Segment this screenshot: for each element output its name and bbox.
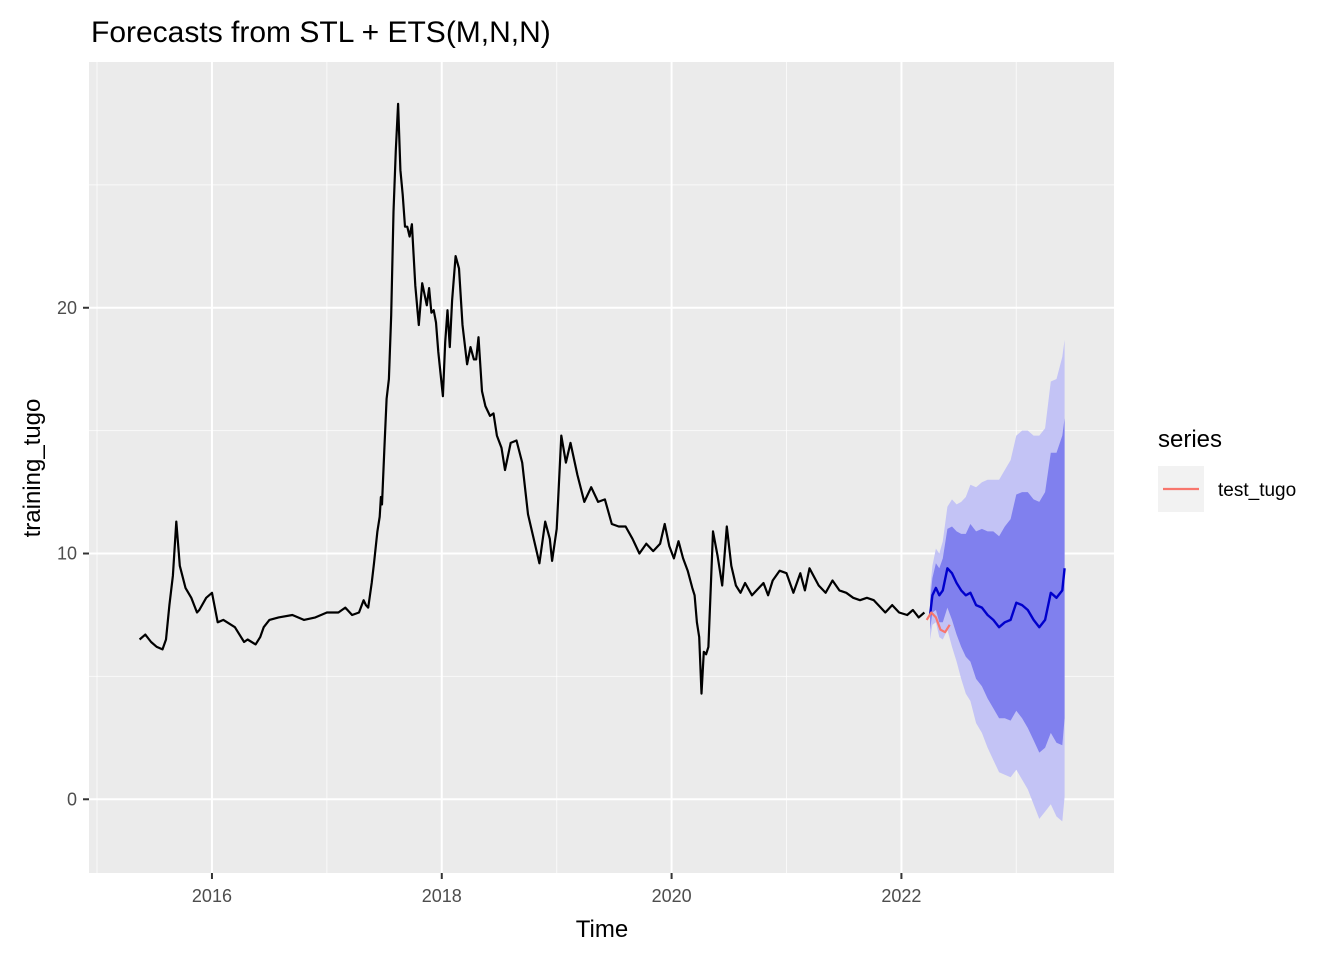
- x-tick-label: 2018: [422, 886, 462, 906]
- x-tick-label: 2022: [881, 886, 921, 906]
- pi80-band: [930, 418, 1065, 753]
- chart-title: Forecasts from STL + ETS(M,N,N): [91, 16, 551, 49]
- prediction-intervals: [930, 339, 1065, 822]
- x-tick-label: 2020: [652, 886, 692, 906]
- y-axis-label: training_tugo: [19, 399, 46, 538]
- y-tick-label: 20: [57, 298, 77, 318]
- legend-title: series: [1158, 426, 1222, 453]
- plot-panel: [89, 62, 1114, 873]
- history-line: [138, 102, 926, 695]
- series-lines: [138, 102, 1066, 695]
- forecast-line: [928, 567, 1066, 629]
- x-axis-ticks: 2016 2018 2020 2022: [192, 873, 921, 906]
- test-tugo-line: [925, 611, 951, 634]
- y-tick-label: 10: [57, 544, 77, 564]
- legend-label-test-tugo: test_tugo: [1218, 480, 1296, 501]
- y-axis-ticks: 0 10 20: [57, 298, 89, 809]
- legend: series test_tugo: [1158, 426, 1296, 512]
- y-tick-label: 0: [67, 789, 77, 809]
- x-tick-label: 2016: [192, 886, 232, 906]
- x-axis-label: Time: [576, 916, 628, 943]
